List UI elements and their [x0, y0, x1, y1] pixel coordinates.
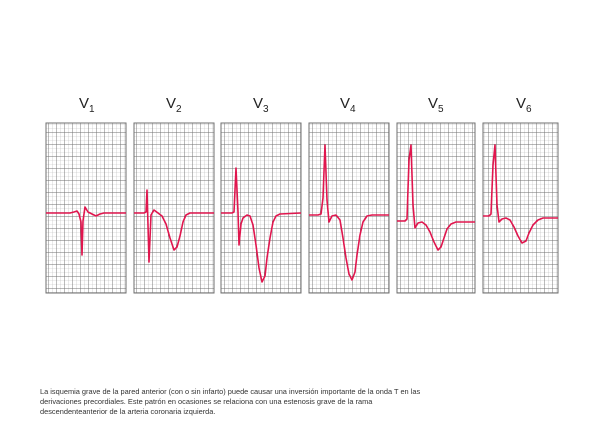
lead-label-v5: V5 — [428, 95, 444, 115]
lead-label-v3: V3 — [253, 95, 269, 115]
ecg-trace-v3 — [221, 167, 302, 283]
lead-v6: V6 — [482, 95, 559, 294]
ecg-trace-v5 — [397, 144, 475, 251]
ecg-grid-panel — [220, 122, 302, 294]
ecg-trace-v6 — [483, 144, 558, 244]
lead-v2: V2 — [133, 95, 215, 294]
ecg-precordial-leads-figure: V1 V2 V3 V4 V5 V6 — [45, 95, 559, 294]
lead-v4: V4 — [308, 95, 390, 294]
ecg-trace-v2 — [134, 189, 214, 263]
caption-line: La isquemia grave de la pared anterior (… — [40, 387, 421, 396]
lead-label-v2: V2 — [166, 95, 182, 115]
lead-label-v4: V4 — [340, 95, 356, 115]
lead-v3: V3 — [220, 95, 302, 294]
caption-line: descendenteanterior de la arteria corona… — [40, 407, 216, 416]
lead-label-v6: V6 — [516, 95, 532, 115]
ecg-trace-v4 — [309, 144, 389, 281]
lead-label-v1: V1 — [79, 95, 95, 115]
lead-v5: V5 — [396, 95, 476, 294]
ecg-grid-panel — [396, 122, 476, 294]
lead-v1: V1 — [45, 95, 127, 294]
ecg-trace-v1 — [46, 206, 126, 256]
figure-caption: La isquemia grave de la pared anterior (… — [40, 387, 560, 417]
caption-line: derivaciones precordiales. Este patrón e… — [40, 397, 373, 406]
